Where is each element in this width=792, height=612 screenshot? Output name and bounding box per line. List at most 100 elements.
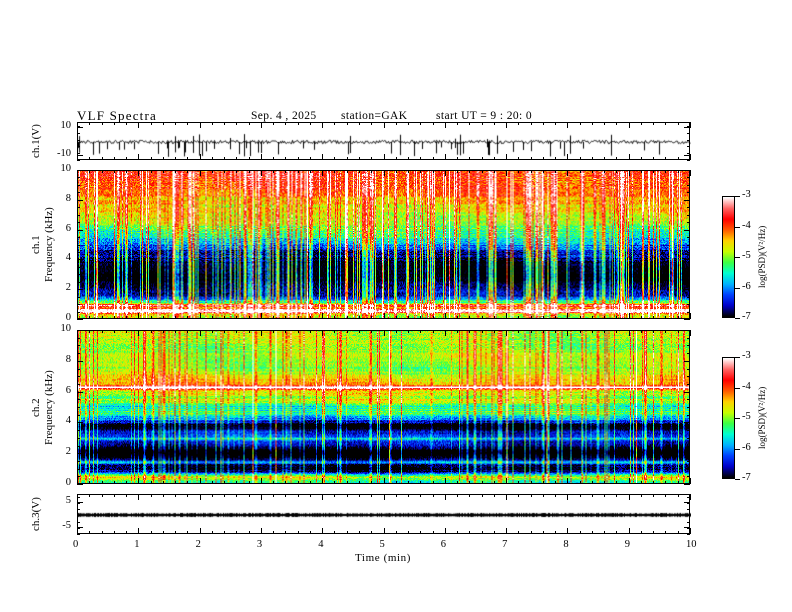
y-major-tick-left — [77, 453, 83, 454]
x-major-tick-top — [77, 170, 78, 176]
y-minor-tick-left — [77, 207, 80, 208]
x-minor-tick-top — [469, 330, 470, 333]
x-minor-tick-bottom — [212, 481, 213, 484]
y-minor-tick-left — [77, 140, 80, 141]
y-minor-tick-left — [77, 503, 80, 504]
x-major-tick-bottom — [567, 478, 568, 484]
x-minor-tick-bottom — [212, 316, 213, 319]
x-minor-tick-bottom — [408, 316, 409, 319]
y-minor-tick-left — [77, 469, 80, 470]
x-major-tick-bottom — [322, 154, 323, 160]
y-minor-tick-right — [687, 289, 690, 290]
y-minor-tick-right — [687, 140, 690, 141]
y-tick-label: 5 — [65, 495, 71, 506]
x-minor-tick-bottom — [249, 316, 250, 319]
observation-date: Sep. 4 , 2025 — [251, 110, 317, 122]
x-major-tick-bottom — [322, 478, 323, 484]
colorbar-tick — [735, 288, 740, 289]
x-minor-tick-bottom — [273, 157, 274, 160]
y-minor-tick-right — [687, 274, 690, 275]
x-minor-tick-top — [371, 170, 372, 173]
colorbar-tick — [735, 418, 740, 419]
x-minor-tick-top — [592, 170, 593, 173]
x-major-tick-top — [77, 330, 78, 336]
y-major-tick-left — [77, 330, 83, 331]
y-minor-tick-right — [687, 430, 690, 431]
x-major-tick-top — [138, 122, 139, 128]
x-minor-tick-top — [102, 122, 103, 125]
y-major-tick-left — [77, 392, 83, 393]
y-minor-tick-left — [77, 438, 80, 439]
x-minor-tick-bottom — [347, 316, 348, 319]
x-minor-tick-bottom — [604, 531, 605, 534]
y-tick-label: 6 — [65, 385, 71, 396]
x-minor-tick-top — [359, 122, 360, 125]
y-minor-tick-right — [687, 476, 690, 477]
x-minor-tick-bottom — [310, 481, 311, 484]
y-minor-tick-left — [77, 461, 80, 462]
x-minor-tick-bottom — [236, 316, 237, 319]
x-minor-tick-top — [89, 330, 90, 333]
x-minor-tick-top — [249, 170, 250, 173]
y-minor-tick-left — [77, 522, 80, 523]
x-minor-tick-top — [310, 330, 311, 333]
x-minor-tick-top — [396, 494, 397, 497]
x-major-tick-top — [77, 122, 78, 128]
x-minor-tick-bottom — [604, 481, 605, 484]
x-minor-tick-top — [555, 494, 556, 497]
x-minor-tick-bottom — [151, 316, 152, 319]
x-minor-tick-top — [678, 330, 679, 333]
x-minor-tick-bottom — [592, 157, 593, 160]
x-minor-tick-top — [531, 494, 532, 497]
x-minor-tick-bottom — [236, 481, 237, 484]
x-minor-tick-top — [371, 494, 372, 497]
x-minor-tick-top — [212, 170, 213, 173]
x-minor-tick-bottom — [641, 531, 642, 534]
x-major-tick-bottom — [629, 478, 630, 484]
y-minor-tick-right — [687, 170, 690, 171]
y-minor-tick-left — [77, 267, 80, 268]
x-minor-tick-top — [359, 330, 360, 333]
x-minor-tick-top — [236, 494, 237, 497]
x-minor-tick-top — [616, 122, 617, 125]
x-minor-tick-top — [665, 170, 666, 173]
x-minor-tick-top — [187, 494, 188, 497]
x-minor-tick-bottom — [175, 157, 176, 160]
x-minor-tick-bottom — [518, 481, 519, 484]
y-major-tick-left — [77, 289, 83, 290]
x-minor-tick-top — [89, 170, 90, 173]
x-minor-tick-top — [310, 494, 311, 497]
x-tick-label: 2 — [195, 539, 201, 550]
x-major-tick-top — [138, 170, 139, 176]
y-minor-tick-right — [687, 461, 690, 462]
x-minor-tick-top — [482, 330, 483, 333]
x-minor-tick-bottom — [102, 531, 103, 534]
y-tick-label: 4 — [65, 415, 71, 426]
y-major-tick-right — [684, 502, 690, 503]
x-minor-tick-top — [604, 170, 605, 173]
x-minor-tick-top — [678, 170, 679, 173]
x-major-tick-bottom — [690, 313, 691, 319]
y-minor-tick-left — [77, 528, 80, 529]
x-minor-tick-top — [555, 170, 556, 173]
y-minor-tick-left — [77, 237, 80, 238]
panel-ch3-waveform — [77, 494, 691, 535]
y-major-tick-left — [77, 319, 83, 320]
start-ut-label: start UT = 9 : 20: 0 — [436, 110, 533, 122]
x-minor-tick-top — [126, 330, 127, 333]
x-minor-tick-top — [249, 330, 250, 333]
x-major-tick-top — [384, 170, 385, 176]
y-major-tick-left — [77, 484, 83, 485]
x-major-tick-top — [567, 494, 568, 500]
x-minor-tick-bottom — [163, 157, 164, 160]
x-major-tick-top — [384, 330, 385, 336]
colorbar-tick-label: -7 — [742, 311, 751, 322]
x-major-tick-top — [506, 170, 507, 176]
x-minor-tick-bottom — [592, 531, 593, 534]
y-major-tick-left — [77, 422, 83, 423]
x-major-tick-top — [629, 122, 630, 128]
y-minor-tick-right — [687, 126, 690, 127]
x-major-tick-top — [384, 494, 385, 500]
x-minor-tick-top — [469, 170, 470, 173]
x-major-tick-top — [506, 330, 507, 336]
